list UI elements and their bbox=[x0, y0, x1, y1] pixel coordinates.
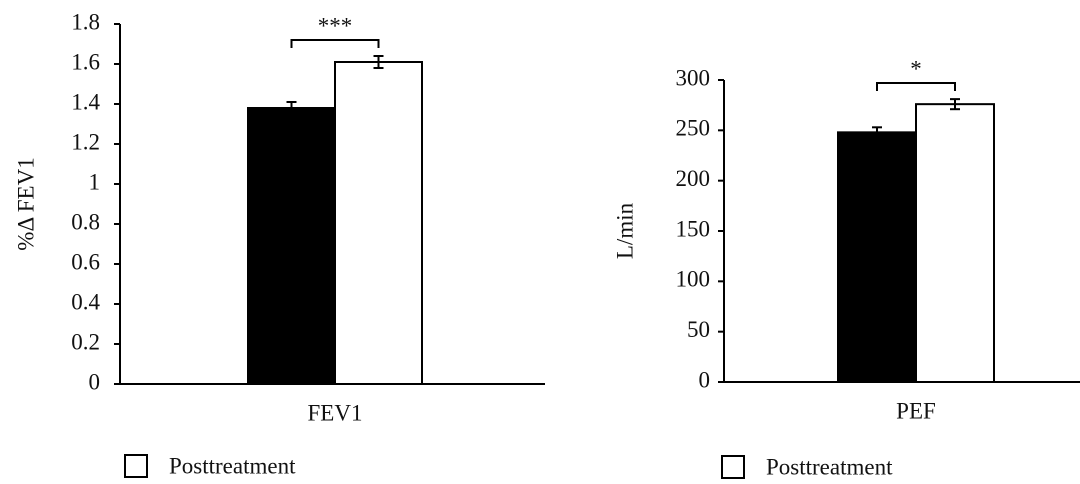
x-tick-label: FEV1 bbox=[308, 400, 363, 425]
y-tick-label: 0.6 bbox=[71, 249, 100, 274]
significance-label: *** bbox=[318, 13, 353, 38]
y-tick-label: 0.8 bbox=[71, 209, 100, 234]
y-axis-label: L/min bbox=[612, 202, 637, 259]
y-tick-label: 150 bbox=[676, 216, 711, 241]
y-tick-label: 0 bbox=[699, 367, 711, 392]
y-tick-label: 0.2 bbox=[71, 329, 100, 354]
significance-label: * bbox=[910, 56, 922, 81]
y-tick-label: 1.8 bbox=[71, 9, 100, 34]
y-tick-label: 250 bbox=[676, 116, 711, 141]
legend-swatch bbox=[721, 455, 745, 479]
legend-swatch bbox=[124, 454, 148, 478]
y-axis-label: %Δ FEV1 bbox=[13, 157, 38, 250]
y-tick-label: 1.2 bbox=[71, 129, 100, 154]
y-tick-label: 200 bbox=[676, 166, 711, 191]
y-tick-label: 50 bbox=[687, 317, 710, 342]
bar bbox=[247, 107, 336, 385]
y-tick-label: 0 bbox=[89, 369, 101, 394]
bar bbox=[915, 103, 995, 383]
y-tick-label: 1.6 bbox=[71, 49, 100, 74]
legend-label: Posttreatment bbox=[766, 454, 893, 479]
x-tick-label: PEF bbox=[896, 398, 936, 423]
significance-bracket bbox=[876, 82, 956, 91]
bar bbox=[334, 61, 423, 385]
y-tick-label: 1 bbox=[89, 169, 101, 194]
bar bbox=[837, 131, 917, 383]
y-tick-label: 0.4 bbox=[71, 289, 100, 314]
y-tick-label: 300 bbox=[676, 65, 711, 90]
legend-label: Posttreatment bbox=[169, 453, 296, 478]
significance-bracket bbox=[290, 39, 380, 48]
y-tick-label: 100 bbox=[676, 267, 711, 292]
y-tick-label: 1.4 bbox=[71, 89, 100, 114]
